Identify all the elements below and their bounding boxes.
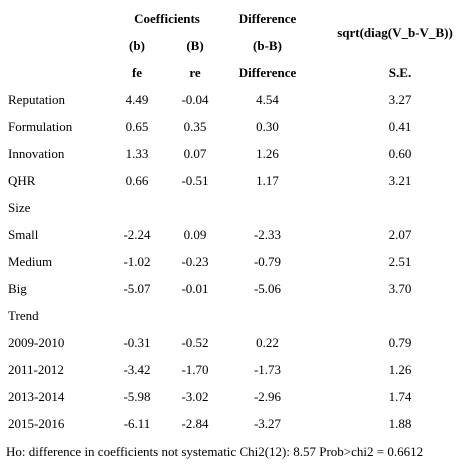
cell-re: 0.07 bbox=[183, 146, 207, 161]
row-label: Innovation bbox=[8, 146, 65, 161]
cell-fe: 0.66 bbox=[125, 173, 149, 188]
cell-se: 3.70 bbox=[388, 281, 412, 296]
row-label: Size bbox=[8, 200, 31, 215]
header-se: S.E. bbox=[388, 65, 412, 80]
cell-fe: -3.42 bbox=[123, 362, 151, 377]
cell-re: -1.70 bbox=[181, 362, 209, 377]
cell-se: 0.60 bbox=[388, 146, 412, 161]
cell-se: 3.21 bbox=[388, 173, 412, 188]
header-re: re bbox=[189, 65, 201, 80]
cell-diff: -2.33 bbox=[253, 227, 282, 242]
cell-se: 2.51 bbox=[388, 254, 412, 269]
header-b: (b) bbox=[129, 38, 145, 53]
cell-fe: -6.11 bbox=[123, 416, 151, 431]
row-label: Formulation bbox=[8, 119, 73, 134]
row-label: Reputation bbox=[8, 92, 66, 107]
row-label: Big bbox=[8, 281, 27, 296]
cell-fe: -1.02 bbox=[123, 254, 151, 269]
header-sqrt: sqrt(diag(V_b-V_B)) bbox=[337, 25, 453, 40]
cell-diff: 1.17 bbox=[256, 173, 279, 188]
cell-se: 0.41 bbox=[388, 119, 412, 134]
header-fe: fe bbox=[131, 65, 143, 80]
cell-diff: 4.54 bbox=[256, 92, 279, 107]
cell-re: 0.35 bbox=[183, 119, 207, 134]
cell-se: 1.88 bbox=[388, 416, 412, 431]
footer-note: Ho: difference in coefficients not syste… bbox=[6, 444, 424, 459]
row-label: 2013-2014 bbox=[8, 389, 65, 404]
cell-re: -2.84 bbox=[181, 416, 209, 431]
cell-fe: -5.07 bbox=[123, 281, 151, 296]
cell-diff: -3.27 bbox=[253, 416, 282, 431]
cell-diff: -1.73 bbox=[253, 362, 282, 377]
cell-diff: -2.96 bbox=[253, 389, 282, 404]
cell-se: 1.26 bbox=[388, 362, 412, 377]
cell-diff: 1.26 bbox=[256, 146, 279, 161]
cell-se: 0.79 bbox=[388, 335, 412, 350]
cell-se: 1.74 bbox=[388, 389, 412, 404]
cell-fe: 0.65 bbox=[125, 119, 149, 134]
cell-fe: -5.98 bbox=[123, 389, 151, 404]
header-difference-2: Difference bbox=[238, 65, 297, 80]
cell-re: -3.02 bbox=[181, 389, 209, 404]
cell-se: 2.07 bbox=[388, 227, 412, 242]
cell-re: -0.52 bbox=[181, 335, 209, 350]
cell-diff: 0.30 bbox=[256, 119, 279, 134]
header-bB: (b-B) bbox=[253, 38, 282, 53]
cell-re: -0.23 bbox=[181, 254, 209, 269]
cell-re: -0.01 bbox=[181, 281, 209, 296]
cell-fe: 4.49 bbox=[125, 92, 149, 107]
row-label: Small bbox=[8, 227, 39, 242]
cell-diff: 0.22 bbox=[256, 335, 279, 350]
row-label: 2009-2010 bbox=[8, 335, 65, 350]
cell-fe: -0.31 bbox=[123, 335, 151, 350]
cell-se: 3.27 bbox=[388, 92, 412, 107]
header-coefficients: Coefficients bbox=[134, 11, 200, 26]
row-label: Medium bbox=[8, 254, 53, 269]
cell-fe: -2.24 bbox=[123, 227, 151, 242]
cell-diff: -0.79 bbox=[253, 254, 282, 269]
cell-diff: -5.06 bbox=[253, 281, 282, 296]
row-label: 2011-2012 bbox=[8, 362, 64, 377]
cell-re: -0.04 bbox=[181, 92, 209, 107]
cell-fe: 1.33 bbox=[125, 146, 149, 161]
row-label: Trend bbox=[8, 308, 39, 323]
cell-re: -0.51 bbox=[181, 173, 209, 188]
row-label: QHR bbox=[8, 173, 36, 188]
row-label: 2015-2016 bbox=[8, 416, 65, 431]
header-B: (B) bbox=[186, 38, 204, 53]
cell-re: 0.09 bbox=[183, 227, 207, 242]
header-difference: Difference bbox=[238, 11, 297, 26]
